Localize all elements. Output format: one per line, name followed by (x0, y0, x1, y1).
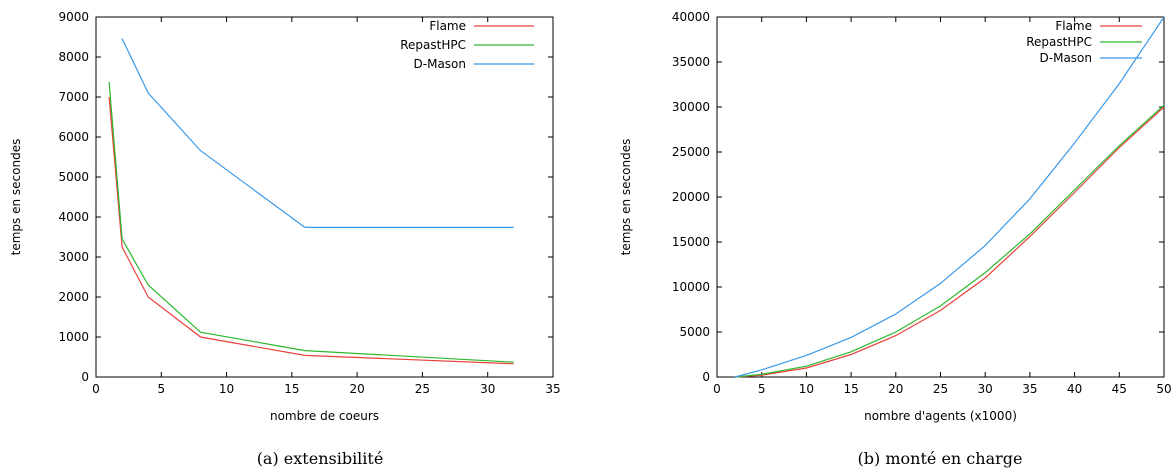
y-tick-label: 35000 (672, 55, 710, 69)
y-tick-label: 30000 (672, 100, 710, 114)
x-tick-label: 20 (888, 382, 903, 396)
x-tick-label: 0 (713, 382, 721, 396)
series-line-d-mason (734, 16, 1165, 378)
x-tick-label: 5 (157, 382, 165, 396)
series-line-repasthpc (734, 104, 1165, 378)
chart-b: 0 5 10 15 20 25 30 35 40 45 50 0 5000 10000 15000 20000… (619, 10, 1172, 468)
x-tick-label: 20 (350, 382, 365, 396)
series-line-d-mason (121, 38, 514, 228)
legend: Flame RepastHPC D-Mason (400, 19, 534, 71)
y-tick-label: 0 (81, 370, 89, 384)
x-axis-label: nombre de coeurs (270, 409, 379, 423)
x-tick-label: 40 (1067, 382, 1082, 396)
chart-a: 0 5 10 15 20 25 30 35 0 1000 2000 3000 4000 5000 6000 7… (9, 10, 561, 468)
legend-label: RepastHPC (400, 38, 466, 52)
plot-frame (716, 16, 1165, 378)
x-tick-label: 15 (843, 382, 858, 396)
x-tick-label: 35 (545, 382, 560, 396)
x-tick-label: 25 (415, 382, 430, 396)
legend-label: D-Mason (414, 57, 466, 71)
x-tick-label: 25 (933, 382, 948, 396)
y-tick-label: 10000 (672, 280, 710, 294)
y-tick-label: 9000 (58, 10, 89, 24)
y-tick-label: 20000 (672, 190, 710, 204)
x-axis-label: nombre d'agents (x1000) (864, 409, 1017, 423)
x-tick-label: 15 (284, 382, 299, 396)
y-tick-label: 25000 (672, 145, 710, 159)
y-tick-label: 0 (702, 370, 710, 384)
x-tick-label: 35 (1022, 382, 1037, 396)
legend-label: Flame (429, 19, 466, 33)
legend: Flame RepastHPC D-Mason (1026, 19, 1142, 65)
y-tick-label: 3000 (58, 250, 89, 264)
y-tick-label: 8000 (58, 50, 89, 64)
x-tick-label: 50 (1156, 382, 1171, 396)
legend-label: RepastHPC (1026, 35, 1092, 49)
series-line-flame (734, 106, 1165, 378)
plot-frame (95, 16, 554, 378)
y-tick-label: 40000 (672, 10, 710, 24)
x-tick-label: 0 (92, 382, 100, 396)
series-line-flame (108, 96, 514, 365)
series-line-repasthpc (108, 81, 514, 363)
y-tick-label: 5000 (679, 325, 710, 339)
legend-label: Flame (1055, 19, 1092, 33)
y-axis-label: temps en secondes (619, 139, 633, 256)
y-tick-label: 5000 (58, 170, 89, 184)
y-tick-label: 4000 (58, 210, 89, 224)
x-tick-label: 5 (758, 382, 766, 396)
y-tick-label: 2000 (58, 290, 89, 304)
y-tick-label: 7000 (58, 90, 89, 104)
y-tick-label: 6000 (58, 130, 89, 144)
figure-caption: (a) extensibilité (257, 449, 384, 468)
x-tick-label: 10 (799, 382, 814, 396)
y-tick-label: 15000 (672, 235, 710, 249)
x-tick-label: 30 (480, 382, 495, 396)
y-axis-label: temps en secondes (9, 139, 23, 256)
x-tick-label: 30 (978, 382, 993, 396)
y-tick-label: 1000 (58, 330, 89, 344)
legend-label: D-Mason (1040, 51, 1092, 65)
x-tick-label: 45 (1112, 382, 1127, 396)
x-tick-label: 10 (219, 382, 234, 396)
figure-caption: (b) monté en charge (858, 449, 1023, 468)
